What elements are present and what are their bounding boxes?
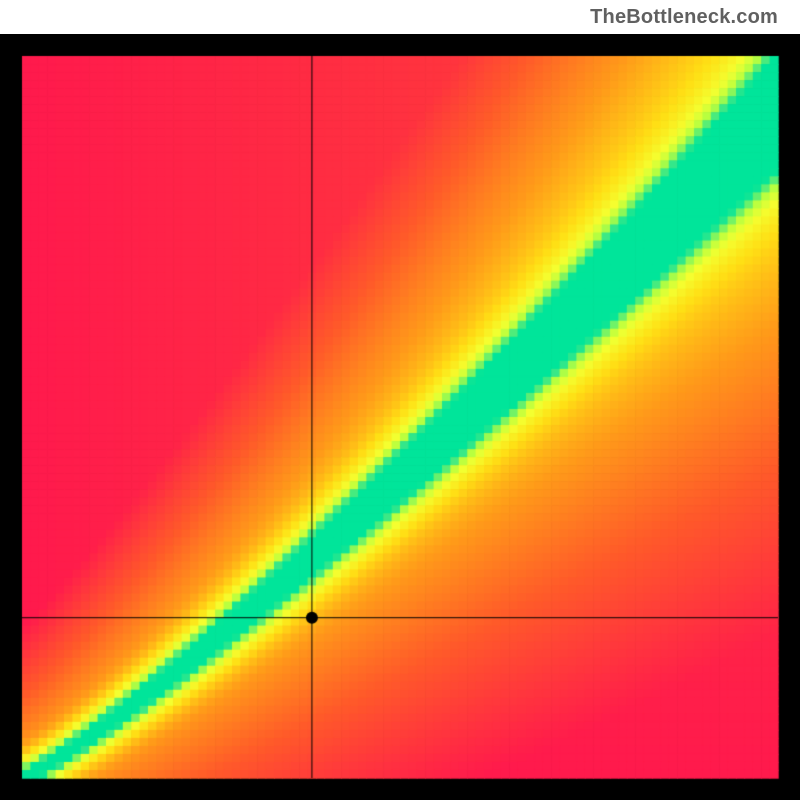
bottleneck-heatmap bbox=[0, 34, 800, 800]
attribution-text: TheBottleneck.com bbox=[590, 6, 778, 29]
